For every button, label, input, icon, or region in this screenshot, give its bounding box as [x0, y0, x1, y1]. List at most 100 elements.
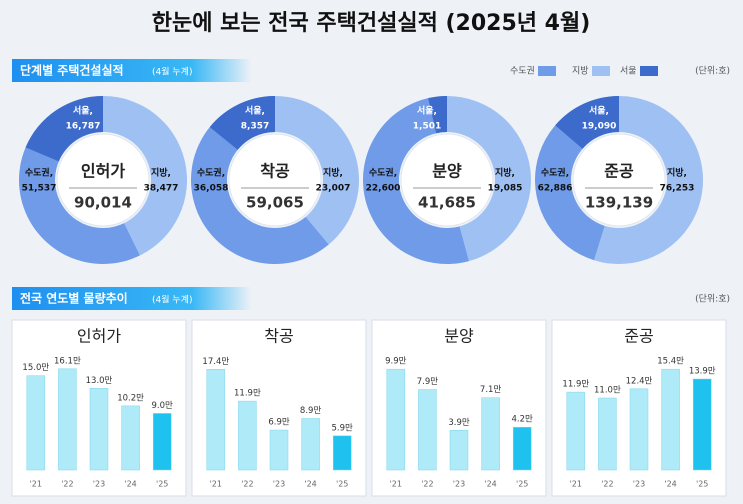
x-tick-label: '24 [484, 480, 496, 489]
unit-note: (단위:호) [695, 294, 730, 305]
segment-label: 지방, [667, 167, 687, 179]
value-label: 7.9만 [417, 377, 439, 387]
donut-title: 준공 [604, 162, 634, 181]
x-tick-label: '21 [210, 480, 222, 489]
page-title: 한눈에 보는 전국 주택건설실적 (2025년 4월) [152, 11, 591, 36]
section-header-bg [12, 287, 252, 310]
donut-total: 90,014 [74, 194, 132, 212]
segment-label: 수도권, [25, 167, 53, 179]
segment-label: 서울, [73, 105, 93, 117]
donut-title: 인허가 [81, 162, 125, 181]
donut-segment [103, 96, 187, 256]
x-tick-label: '23 [453, 480, 465, 489]
donut-center [56, 133, 150, 227]
x-tick-label: '23 [633, 480, 645, 489]
x-tick-label: '25 [696, 480, 708, 489]
segment-label: 수도권, [197, 167, 225, 179]
x-tick-label: '25 [336, 480, 348, 489]
x-tick-label: '22 [601, 480, 613, 489]
segment-label: 서울, [589, 105, 609, 117]
x-tick-label: '21 [390, 480, 402, 489]
bar [206, 369, 226, 471]
legend-swatch [538, 66, 556, 76]
donut-segment [209, 96, 275, 150]
donut-segment [447, 96, 532, 262]
x-tick-label: '25 [156, 480, 168, 489]
segment-value: 38,477 [144, 184, 179, 194]
donut-center [572, 133, 666, 227]
donut-segment [25, 96, 104, 162]
value-label: 11.9만 [562, 380, 589, 390]
value-label: 16.1만 [54, 356, 81, 366]
value-label: 11.9만 [234, 389, 261, 399]
x-tick-label: '21 [570, 480, 582, 489]
legend-label: 지방 [572, 66, 589, 77]
donut-total: 41,685 [418, 194, 476, 212]
bar [512, 426, 532, 471]
x-tick-label: '24 [664, 480, 676, 489]
bar [301, 418, 320, 471]
x-tick-label: '21 [30, 480, 42, 489]
bar [269, 429, 289, 471]
x-tick-label: '22 [241, 480, 253, 489]
value-label: 7.1만 [480, 385, 502, 395]
x-tick-label: '22 [421, 480, 433, 489]
value-label: 5.9만 [332, 423, 354, 433]
segment-value: 23,007 [316, 184, 351, 194]
donut-title: 착공 [260, 162, 290, 181]
bar [481, 397, 500, 471]
bar [449, 430, 469, 471]
section-note: (4월 누계) [152, 66, 192, 78]
card-title: 착공 [264, 327, 293, 346]
segment-label: 수도권, [369, 167, 397, 179]
donut-segment [428, 96, 447, 134]
bar [89, 388, 109, 471]
value-label: 3.9만 [448, 418, 470, 428]
legend-label: 수도권 [510, 65, 535, 77]
value-label: 17.4만 [202, 357, 229, 367]
value-label: 15.0만 [22, 363, 49, 373]
segment-value: 19,090 [582, 122, 617, 132]
x-tick-label: '24 [304, 480, 316, 489]
value-label: 9.9만 [385, 357, 407, 367]
segment-label: 서울, [245, 105, 265, 117]
segment-label: 지방, [151, 167, 171, 179]
bar [121, 405, 140, 471]
segment-label: 서울, [417, 105, 437, 117]
x-tick-label: '24 [124, 480, 136, 489]
donut-total: 59,065 [246, 194, 304, 212]
donut-total: 139,139 [585, 194, 653, 212]
segment-value: 1,501 [413, 122, 441, 132]
donut-center [228, 133, 322, 227]
x-tick-label: '23 [93, 480, 105, 489]
segment-value: 22,600 [366, 184, 401, 194]
donut-title: 분양 [432, 162, 462, 181]
bar [661, 368, 680, 471]
value-label: 6.9만 [268, 418, 290, 428]
segment-value: 51,537 [22, 184, 57, 194]
bar [566, 391, 586, 471]
section-note: (4월 누계) [152, 294, 192, 306]
section-header-bg [12, 59, 252, 82]
card-title: 분양 [444, 327, 474, 346]
value-label: 10.2만 [117, 393, 144, 403]
bar [386, 368, 406, 471]
value-label: 13.9만 [689, 366, 716, 376]
x-tick-label: '25 [516, 480, 528, 489]
segment-value: 16,787 [66, 122, 101, 132]
segment-label: 수도권, [541, 167, 569, 179]
bar [598, 397, 617, 471]
segment-value: 19,085 [488, 184, 523, 194]
legend-swatch [640, 66, 658, 76]
legend-swatch [592, 66, 610, 76]
segment-label: 지방, [495, 167, 515, 179]
value-label: 11.0만 [594, 385, 621, 395]
bar [152, 413, 172, 471]
value-label: 9.0만 [152, 401, 174, 411]
donut-segment [363, 96, 469, 264]
donut-segment [594, 96, 703, 264]
value-label: 15.4만 [657, 357, 684, 367]
x-tick-label: '23 [273, 480, 285, 489]
